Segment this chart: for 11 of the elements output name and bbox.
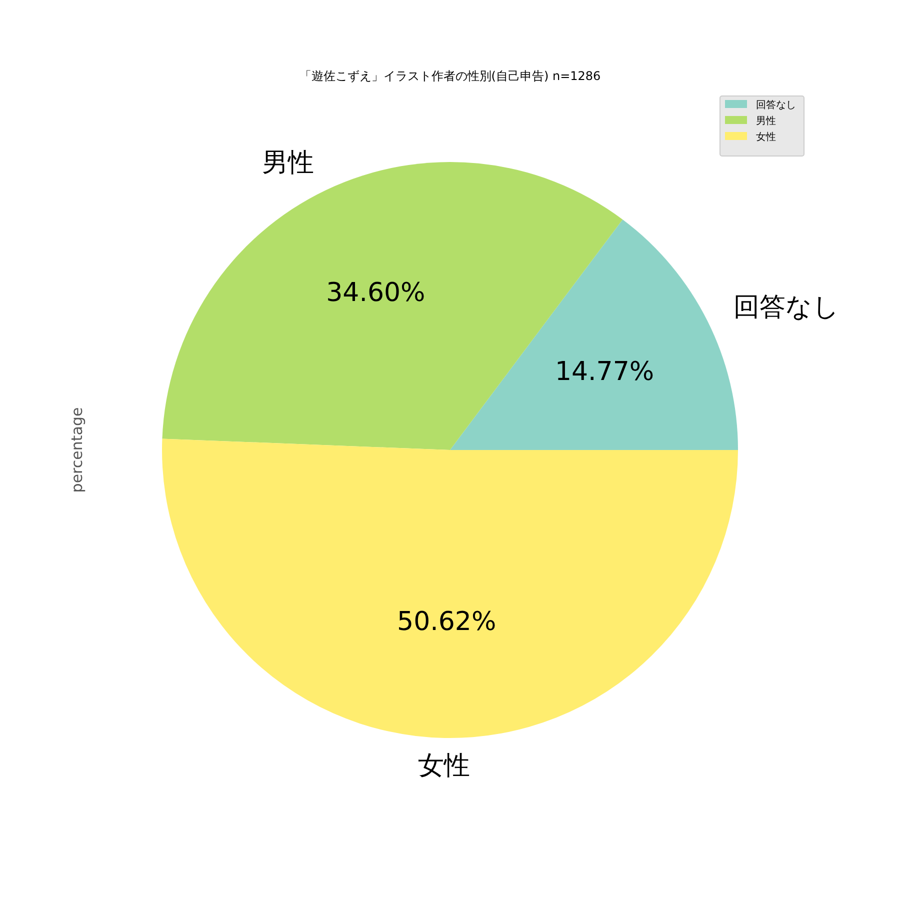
data-label: 14.77%: [554, 356, 654, 387]
legend-label: 男性: [756, 115, 776, 127]
slice-label: 女性: [418, 750, 470, 781]
legend-label: 回答なし: [756, 99, 796, 111]
data-label: 50.62%: [397, 606, 496, 637]
slice-label: 男性: [262, 148, 314, 178]
legend-label: 女性: [756, 131, 776, 143]
chart-title: 「遊佐こずえ」イラスト作者の性別(自己申告) n=1286: [299, 69, 601, 83]
data-label: 34.60%: [326, 278, 426, 308]
text: percentage: [68, 407, 86, 493]
slice-label: 回答なし: [733, 292, 840, 322]
